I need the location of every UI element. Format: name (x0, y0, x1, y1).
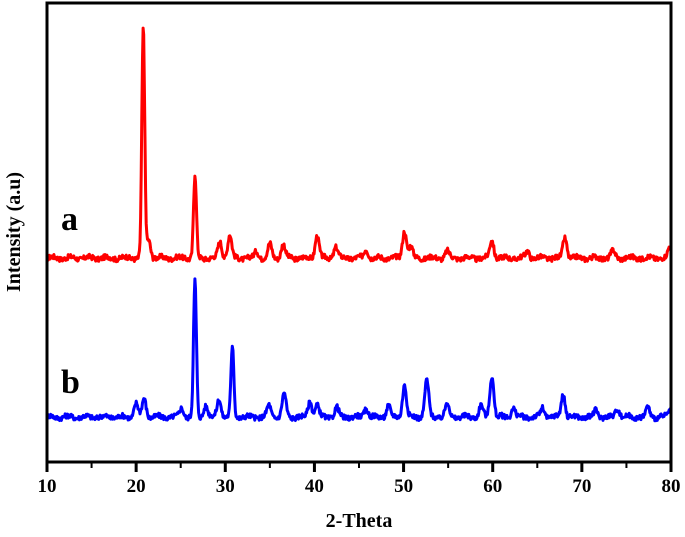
x-axis-ticks (45, 462, 673, 472)
series-label-b: b (61, 364, 80, 401)
x-axis-title: 2-Theta (326, 510, 393, 532)
x-tick-label: 80 (662, 476, 681, 497)
x-tick-label: 30 (216, 476, 235, 497)
trace-a (46, 26, 673, 264)
series-label-a: a (61, 201, 78, 238)
trace-b (45, 277, 673, 423)
y-axis-title: Intensity (a.u) (3, 172, 25, 292)
x-tick-label: 10 (38, 476, 57, 497)
x-axis-tick-labels: 10 20 30 40 50 60 70 80 (38, 476, 681, 497)
x-tick-label: 20 (127, 476, 146, 497)
x-tick-label: 70 (572, 476, 591, 497)
x-tick-label: 60 (483, 476, 502, 497)
x-tick-label: 50 (394, 476, 413, 497)
x-tick-label: 40 (305, 476, 324, 497)
plot-traces (45, 26, 673, 423)
